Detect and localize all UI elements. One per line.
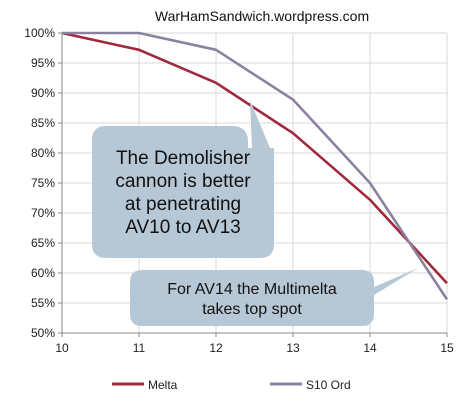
callout-bubble-1: [92, 100, 274, 258]
series-line-s10-ord: [62, 31, 449, 301]
y-tick-label: 65%: [31, 236, 55, 250]
x-tick-label: 13: [286, 341, 300, 355]
callout-line: cannon is better: [115, 171, 251, 192]
legend: Melta S10 Ord: [112, 378, 351, 392]
y-tick-label: 100%: [24, 26, 55, 40]
y-tick-label: 85%: [31, 116, 55, 130]
legend-label: Melta: [148, 378, 178, 392]
x-tick-label: 15: [440, 341, 454, 355]
legend-label: S10 Ord: [306, 378, 351, 392]
callout-bubble-2: [130, 268, 418, 326]
series-lines: [61, 31, 449, 301]
y-tick-label: 50%: [31, 326, 55, 340]
x-tick-label: 14: [363, 341, 377, 355]
callout-line: AV10 to AV13: [125, 217, 241, 238]
y-tick-label: 90%: [31, 86, 55, 100]
callout-line: at penetrating: [125, 194, 241, 215]
y-tick-label: 95%: [31, 56, 55, 70]
axes: [58, 32, 448, 337]
x-tick-label: 10: [55, 341, 69, 355]
x-tick-label: 11: [133, 341, 146, 355]
y-tick-label: 80%: [31, 146, 55, 160]
chart-title: WarHamSandwich.wordpress.com: [155, 8, 369, 24]
y-tick-label: 60%: [31, 266, 55, 280]
callout-line: The Demolisher: [116, 148, 251, 169]
callout-text-1: The Demolisher cannon is better at penetra…: [115, 148, 251, 238]
callout-line: takes top spot: [202, 301, 302, 318]
tick-labels: 50% 55% 60% 65% 70% 75% 80% 85% 90% 95% 100% 10 11 12…: [24, 26, 454, 355]
annotations: The Demolisher cannon is better at penetra…: [92, 100, 418, 326]
x-tick-label: 12: [209, 341, 223, 355]
y-tick-label: 55%: [31, 296, 55, 310]
callout-text-2: For AV14 the Multimelta takes top spot: [167, 281, 337, 318]
y-tick-label: 70%: [31, 206, 55, 220]
y-tick-label: 75%: [31, 176, 55, 190]
callout-line: For AV14 the Multimelta: [167, 281, 337, 298]
series-line-melta: [61, 31, 448, 285]
